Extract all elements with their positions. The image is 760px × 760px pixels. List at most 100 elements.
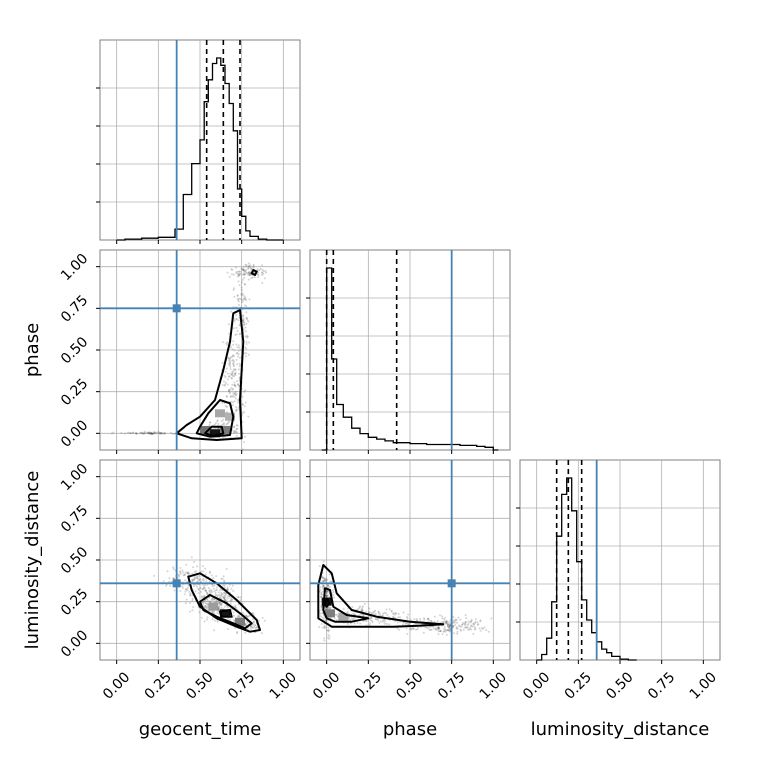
panel-geocent-time-vs-phase-sample bbox=[246, 318, 249, 321]
panel-geocent-time-vs-phase-sample bbox=[233, 395, 236, 398]
bottom-phase-xtick-label-2: 0.50 bbox=[393, 669, 426, 702]
panel-geocent-time-vs-luminosity-distance-sample bbox=[192, 566, 195, 569]
panel-geocent-time-vs-luminosity-distance-sample bbox=[226, 606, 229, 609]
panel-geocent-time-vs-luminosity-distance-sample bbox=[223, 584, 226, 587]
panel-phase-vs-luminosity-distance-sample bbox=[393, 613, 396, 616]
panel-phase-vs-luminosity-distance-sample bbox=[360, 608, 363, 611]
panel-phase-vs-luminosity-distance-sample bbox=[439, 614, 442, 617]
panel-geocent-time-vs-luminosity-distance-sample bbox=[184, 590, 187, 593]
panel-geocent-time-vs-phase-sample bbox=[257, 273, 259, 276]
y-label-luminosity-distance: luminosity_distance bbox=[22, 471, 43, 650]
panel-geocent-time-vs-phase-sample bbox=[247, 264, 250, 267]
panel-phase-vs-luminosity-distance-sample bbox=[466, 626, 469, 629]
bottom-phase-xtick-label-3: 0.75 bbox=[435, 669, 468, 702]
panel-geocent-time-vs-phase-sample bbox=[238, 297, 241, 300]
panel-geocent-time-vs-luminosity-distance-sample bbox=[205, 598, 208, 601]
panel-geocent-time-vs-luminosity-distance-sample bbox=[172, 577, 175, 580]
panel-geocent-time-vs-luminosity-distance-sample bbox=[260, 632, 263, 635]
panel-geocent-time-vs-phase-sample bbox=[244, 389, 247, 392]
panel-phase-vs-luminosity-distance-sample bbox=[449, 624, 452, 627]
panel-geocent-time-vs-phase-sample bbox=[243, 273, 246, 276]
panel-geocent-time-vs-luminosity-distance-sample bbox=[203, 586, 206, 589]
panel-geocent-time-vs-phase-sample bbox=[228, 392, 231, 395]
panel-geocent-time-vs-phase-sample bbox=[243, 276, 246, 279]
panel-geocent-time-vs-phase-sample bbox=[147, 432, 150, 435]
panel-phase-vs-luminosity-distance-sample bbox=[472, 622, 475, 625]
panel-geocent-time-vs-phase-sample bbox=[232, 340, 235, 343]
panel-phase-vs-luminosity-distance-sample bbox=[328, 607, 331, 610]
panel-geocent-time-vs-phase-sample bbox=[248, 271, 251, 274]
panel-phase-vs-luminosity-distance-sample bbox=[445, 629, 448, 632]
panel-geocent-time-vs-phase-sample bbox=[147, 431, 150, 434]
panel-geocent-time-vs-phase-sample bbox=[244, 346, 247, 349]
panel-geocent-time-vs-luminosity-distance-sample bbox=[219, 596, 222, 599]
panel-phase-vs-luminosity-distance-sample bbox=[446, 623, 449, 626]
panel-geocent-time-vs-luminosity-distance-sample bbox=[182, 571, 184, 574]
panel-geocent-time-vs-phase-sample bbox=[239, 270, 241, 273]
bottom-geocent-time-xtick-label-4: 1.00 bbox=[267, 669, 300, 702]
panel-phase-vs-luminosity-distance-sample bbox=[487, 630, 490, 633]
panel-phase-vs-luminosity-distance-sample bbox=[414, 628, 417, 631]
panel-phase-vs-luminosity-distance-sample bbox=[459, 618, 462, 621]
panel-geocent-time-vs-phase-sample bbox=[236, 346, 239, 349]
panel-geocent-time-vs-phase-sample bbox=[259, 267, 262, 270]
panel-phase-vs-luminosity-distance-sample bbox=[325, 591, 328, 594]
panel-phase-vs-luminosity-distance-sample bbox=[321, 586, 324, 589]
panel-geocent-time-vs-phase-sample bbox=[243, 298, 246, 300]
bottom-phase-xtick-label-4: 1.00 bbox=[477, 669, 510, 702]
panel-geocent-time-vs-luminosity-distance-sample bbox=[183, 593, 186, 596]
panel-geocent-time-vs-luminosity-distance-sample bbox=[214, 600, 217, 603]
panel-geocent-time-vs-phase-sample bbox=[245, 355, 247, 358]
panel-geocent-time-vs-luminosity-distance-sample bbox=[202, 602, 205, 605]
panel-geocent-time-vs-luminosity-distance-sample bbox=[220, 595, 223, 598]
panel-phase-vs-luminosity-distance-truth-marker bbox=[447, 579, 456, 588]
panel-geocent-time-vs-luminosity-distance-sample bbox=[253, 620, 255, 623]
panel-geocent-time-vs-phase-sample bbox=[226, 395, 228, 398]
panel-phase-vs-luminosity-distance-sample bbox=[447, 629, 450, 632]
panel-geocent-time-vs-luminosity-distance-sample bbox=[183, 574, 186, 577]
panel-geocent-time-vs-phase-sample bbox=[134, 432, 137, 435]
panel-phase-vs-luminosity-distance-sample bbox=[448, 625, 451, 628]
panel-geocent-time-vs-phase-sample bbox=[156, 432, 159, 434]
panel-geocent-time-vs-luminosity-distance-sample bbox=[190, 580, 193, 583]
panel-phase-vs-luminosity-distance-sample bbox=[438, 627, 441, 630]
panel-geocent-time-vs-phase-sample bbox=[229, 356, 232, 359]
panel-phase-vs-luminosity-distance-contour-0 bbox=[317, 564, 445, 628]
panel-geocent-time-vs-phase-sample bbox=[249, 274, 251, 277]
panel-geocent-time-vs-luminosity-distance-contour-0 bbox=[187, 572, 261, 633]
panel-geocent-time-vs-luminosity-distance-sample bbox=[229, 602, 232, 605]
panel-phase-vs-luminosity-distance-sample bbox=[442, 630, 445, 633]
panel-geocent-time-vs-phase-sample bbox=[248, 262, 251, 265]
panel-geocent-time-vs-phase-sample bbox=[223, 384, 226, 387]
panel-geocent-time-vs-phase-sample bbox=[249, 272, 251, 275]
panel-geocent-time-vs-luminosity-distance-sample bbox=[222, 596, 225, 599]
panel-geocent-time-vs-luminosity-distance-sample bbox=[230, 597, 233, 600]
panel-geocent-time-vs-phase-sample bbox=[149, 432, 152, 435]
panel-geocent-time-vs-phase-sample bbox=[232, 358, 235, 361]
panel-geocent-time-vs-luminosity-distance-contour-2 bbox=[219, 609, 233, 618]
panel-geocent-time-vs-luminosity-distance-sample bbox=[229, 599, 232, 602]
panel-geocent-time-vs-phase-sample bbox=[243, 441, 246, 444]
panel-phase-vs-luminosity-distance-sample bbox=[328, 586, 331, 588]
panel-geocent-time-vs-phase-sample bbox=[237, 273, 240, 276]
panel-geocent-time-vs-phase-sample bbox=[252, 266, 255, 269]
panel-phase-vs-luminosity-distance-sample bbox=[362, 605, 364, 608]
panel-geocent-time-vs-luminosity-distance-sample bbox=[187, 572, 190, 575]
panel-phase-vs-luminosity-distance-sample bbox=[449, 627, 452, 630]
panel-phase-vs-luminosity-distance-sample bbox=[377, 612, 380, 615]
panel-geocent-time-vs-phase-sample bbox=[247, 415, 250, 418]
panel-geocent-time-vs-phase-sample bbox=[223, 374, 226, 377]
panel-geocent-time-vs-phase-sample bbox=[130, 432, 133, 435]
panel-phase-vs-luminosity-distance-sample bbox=[476, 623, 479, 626]
panel-geocent-time-vs-phase-sample bbox=[237, 319, 240, 322]
panel-geocent-time-vs-phase-sample bbox=[214, 422, 217, 425]
panel-phase-vs-luminosity-distance-sample bbox=[329, 617, 332, 620]
panel-geocent-time-vs-luminosity-distance-sample bbox=[204, 589, 207, 592]
panel-geocent-time-vs-luminosity-distance-sample bbox=[188, 572, 191, 575]
panel-geocent-time-vs-luminosity-distance-sample bbox=[191, 580, 194, 582]
panel-geocent-time-vs-phase-sample bbox=[245, 352, 248, 355]
panel-geocent-time-vs-luminosity-distance-sample bbox=[200, 580, 202, 583]
panel-geocent-time-vs-phase-sample bbox=[235, 272, 238, 275]
panel-geocent-time-vs-luminosity-distance-sample bbox=[251, 618, 254, 621]
panel-phase-vs-luminosity-distance-sample bbox=[374, 612, 377, 615]
